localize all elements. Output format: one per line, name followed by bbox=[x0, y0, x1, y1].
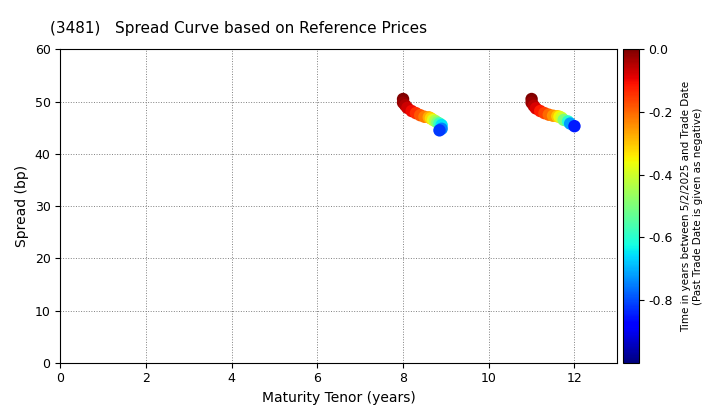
Point bbox=[425, 115, 436, 122]
Point bbox=[556, 114, 567, 121]
Point bbox=[436, 122, 447, 129]
Point bbox=[429, 118, 441, 124]
Point bbox=[431, 119, 443, 126]
Point bbox=[569, 123, 580, 129]
Point bbox=[543, 111, 554, 118]
Point bbox=[436, 126, 447, 132]
Point bbox=[539, 110, 550, 116]
Point bbox=[423, 114, 435, 121]
Point bbox=[419, 113, 431, 120]
Point bbox=[552, 113, 563, 120]
Point bbox=[562, 118, 574, 125]
Point bbox=[526, 96, 537, 102]
Point bbox=[397, 96, 409, 102]
Text: (3481)   Spread Curve based on Reference Prices: (3481) Spread Curve based on Reference P… bbox=[50, 21, 428, 36]
Point bbox=[433, 120, 445, 127]
Point bbox=[433, 127, 445, 134]
Point bbox=[528, 102, 539, 109]
Point bbox=[397, 99, 409, 106]
Point bbox=[427, 116, 438, 123]
Point bbox=[415, 112, 426, 118]
Point bbox=[530, 105, 541, 112]
Point bbox=[402, 105, 413, 111]
Point bbox=[534, 108, 546, 114]
Y-axis label: Time in years between 5/2/2025 and Trade Date
(Past Trade Date is given as negat: Time in years between 5/2/2025 and Trade… bbox=[681, 81, 703, 332]
Point bbox=[406, 108, 418, 114]
Point bbox=[547, 113, 559, 119]
Y-axis label: Spread (bp): Spread (bp) bbox=[15, 165, 29, 247]
Point bbox=[526, 99, 537, 106]
Point bbox=[558, 116, 570, 123]
Point bbox=[554, 113, 565, 120]
X-axis label: Maturity Tenor (years): Maturity Tenor (years) bbox=[262, 391, 415, 405]
Point bbox=[564, 120, 576, 127]
Point bbox=[400, 102, 411, 109]
Point bbox=[410, 110, 422, 116]
